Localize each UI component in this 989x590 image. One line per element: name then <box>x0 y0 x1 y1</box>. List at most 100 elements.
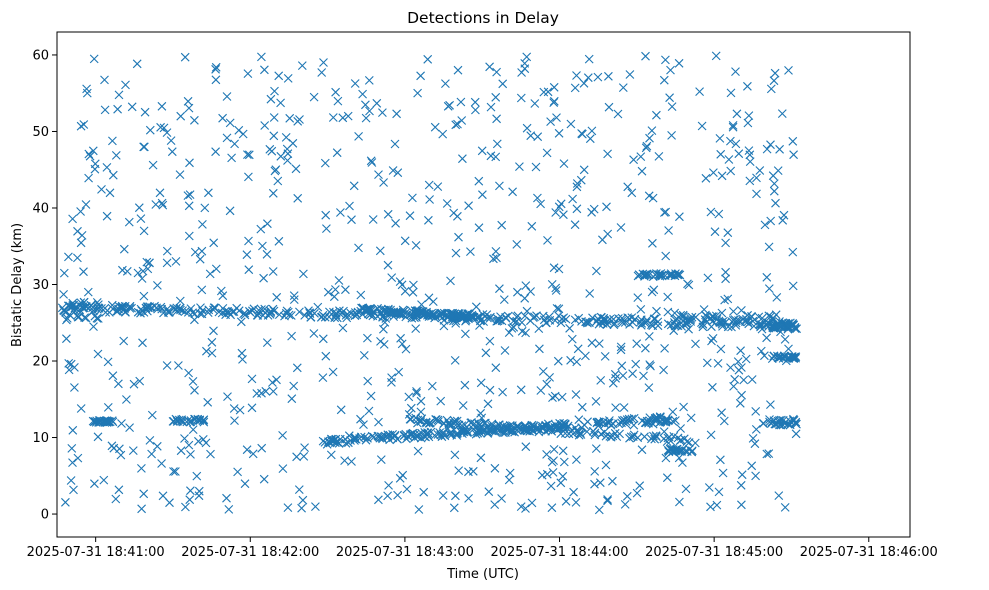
data-point <box>512 240 522 249</box>
data-point <box>84 149 94 159</box>
data-point <box>516 93 526 103</box>
data-point <box>428 311 438 320</box>
data-point <box>413 432 423 441</box>
data-point <box>571 498 581 507</box>
data-point <box>451 120 461 130</box>
data-point <box>366 156 376 166</box>
data-point <box>152 441 162 451</box>
data-point <box>717 318 727 327</box>
data-point <box>554 128 564 138</box>
data-point <box>542 318 551 328</box>
data-point <box>407 430 416 439</box>
data-point <box>449 503 459 513</box>
data-point <box>76 238 86 248</box>
data-point <box>378 108 387 117</box>
data-point <box>769 322 779 332</box>
data-point <box>617 361 627 371</box>
data-point <box>374 417 383 427</box>
data-point <box>169 416 179 426</box>
data-point <box>755 166 765 175</box>
data-point <box>190 115 199 125</box>
data-point <box>660 208 669 217</box>
data-point <box>111 494 121 504</box>
data-point <box>101 308 111 317</box>
data-point <box>587 126 597 136</box>
data-point <box>769 179 779 188</box>
data-point <box>676 310 686 320</box>
data-point <box>236 317 246 327</box>
data-point <box>466 247 475 256</box>
data-point <box>283 307 293 317</box>
data-point <box>557 314 567 324</box>
data-point <box>615 429 624 439</box>
data-point <box>105 308 114 317</box>
data-point <box>721 274 730 284</box>
data-point <box>452 419 462 429</box>
data-point <box>713 359 723 368</box>
data-point <box>321 351 331 361</box>
data-point <box>186 450 195 459</box>
data-point <box>762 449 772 459</box>
data-point <box>642 270 652 280</box>
data-point <box>591 444 601 453</box>
data-point <box>549 445 559 454</box>
data-point <box>221 306 230 316</box>
data-point <box>602 202 611 212</box>
data-point <box>668 407 678 417</box>
data-point <box>102 163 112 172</box>
data-point <box>404 392 414 402</box>
data-point <box>683 279 692 289</box>
data-point <box>412 387 421 396</box>
data-point <box>207 337 217 347</box>
y-tick-label: 40 <box>32 201 49 216</box>
data-point <box>396 333 405 343</box>
data-point <box>272 292 282 302</box>
data-point <box>304 306 313 316</box>
data-point <box>166 136 176 145</box>
x-axis-label: Time (UTC) <box>446 567 519 582</box>
data-point <box>522 52 532 62</box>
y-tick-label: 20 <box>32 355 49 370</box>
data-point <box>457 116 467 125</box>
data-point <box>661 251 671 261</box>
data-point <box>104 417 113 427</box>
data-point <box>744 111 754 120</box>
data-point <box>318 373 328 382</box>
data-point <box>407 306 416 315</box>
data-point <box>218 291 228 301</box>
data-point <box>632 488 642 498</box>
data-point <box>424 215 433 225</box>
data-point <box>272 375 281 385</box>
data-point <box>552 113 561 122</box>
data-point <box>317 312 327 322</box>
data-point <box>707 312 717 321</box>
data-point <box>405 211 415 221</box>
data-point <box>726 136 735 146</box>
data-point <box>623 182 633 192</box>
data-point <box>121 80 130 90</box>
data-point <box>497 220 507 230</box>
data-point <box>579 165 589 175</box>
data-point <box>471 302 481 312</box>
data-point <box>625 70 635 79</box>
data-point <box>784 321 793 331</box>
data-point <box>184 368 193 378</box>
data-point <box>559 210 568 220</box>
data-point <box>717 308 727 318</box>
data-point <box>587 207 596 217</box>
data-point <box>83 287 93 297</box>
data-point <box>543 87 553 97</box>
data-point <box>333 96 343 106</box>
data-point <box>542 379 552 389</box>
data-point <box>734 149 744 159</box>
data-point <box>379 324 388 334</box>
data-point <box>736 346 745 356</box>
data-point <box>331 285 340 294</box>
data-point <box>125 301 135 311</box>
data-point <box>438 129 448 139</box>
data-point <box>594 339 604 348</box>
data-point <box>666 269 676 278</box>
data-point <box>564 429 574 439</box>
data-point <box>79 120 89 129</box>
